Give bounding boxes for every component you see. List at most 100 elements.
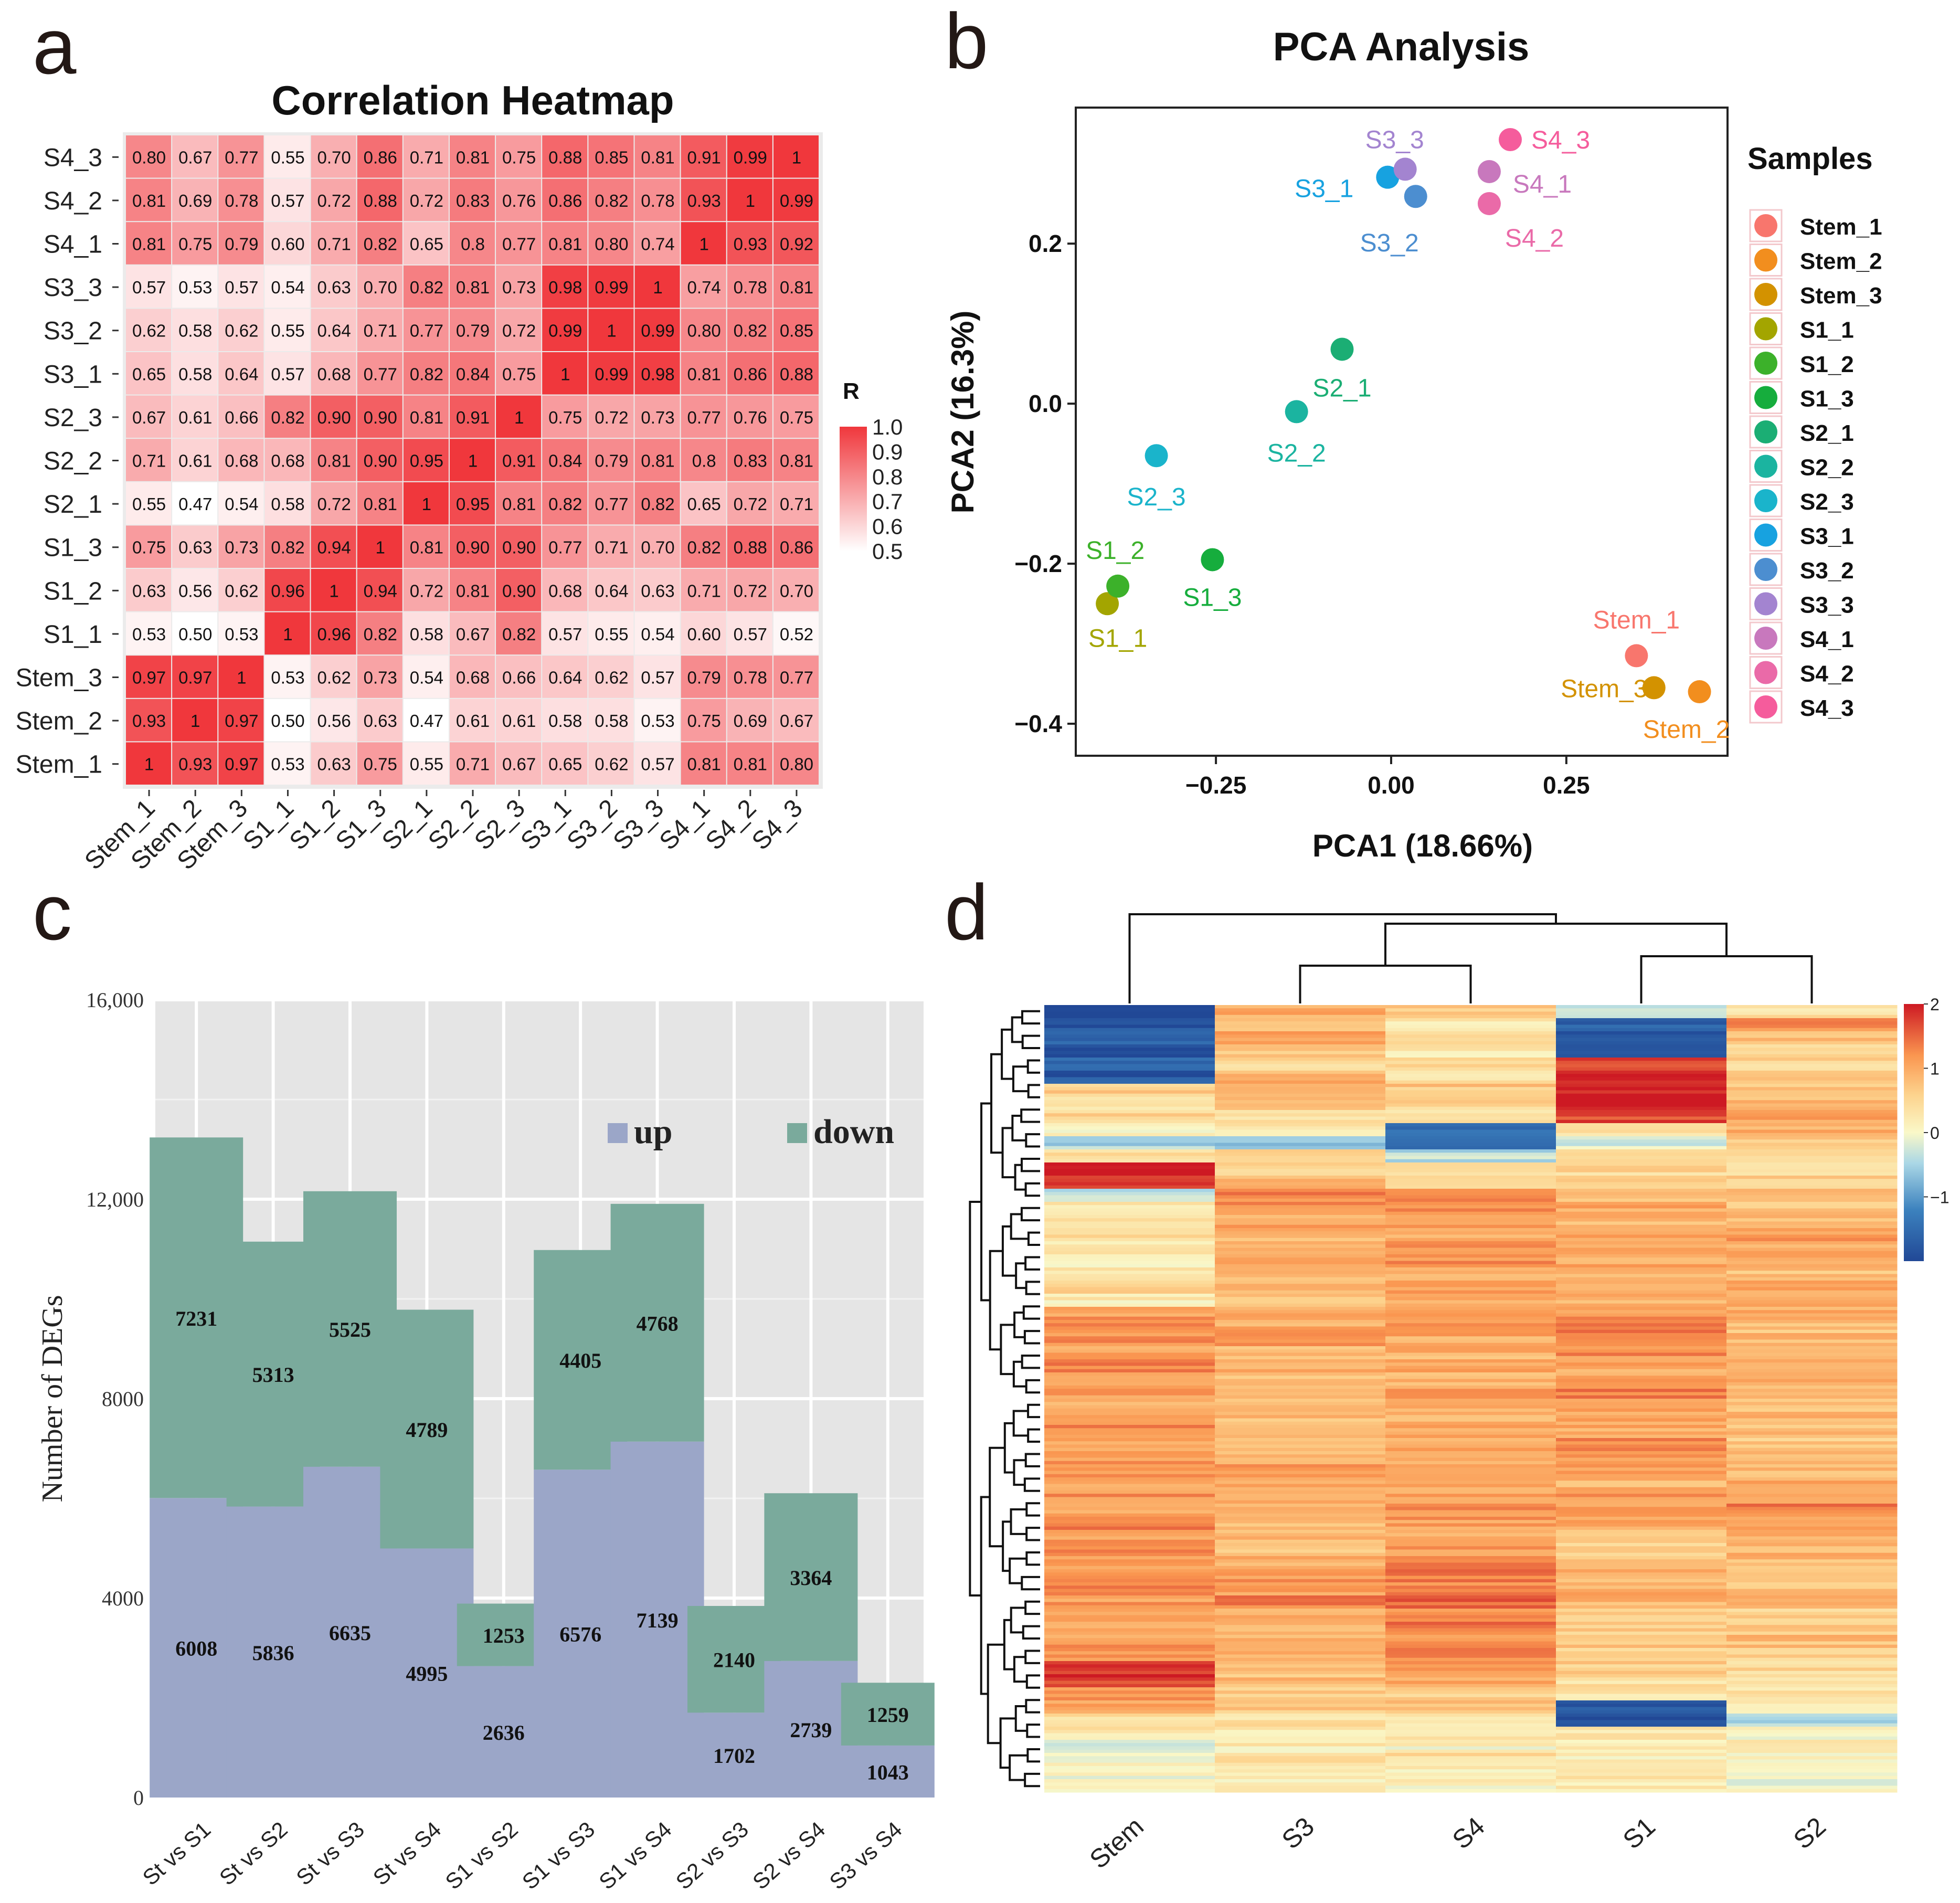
heatmap-d-stripe	[1215, 1182, 1386, 1186]
heatmap-d-stripe	[1044, 1339, 1215, 1344]
dendrogram-row-branch	[1020, 1157, 1040, 1172]
heatmap-a-cell	[218, 135, 264, 178]
heatmap-a-cell	[403, 569, 449, 611]
heatmap-d-stripe	[1385, 1775, 1556, 1780]
heatmap-d-stripe	[1385, 1543, 1556, 1547]
heatmap-d-stripe	[1385, 1195, 1556, 1199]
pca-point	[1477, 160, 1501, 183]
heatmap-a-cell	[126, 395, 172, 438]
heatmap-d-stripe	[1385, 1313, 1556, 1317]
heatmap-d-stripe	[1556, 1362, 1727, 1367]
heatmap-a-cell-value: 0.95	[456, 494, 490, 514]
heatmap-a-cell	[773, 482, 819, 525]
heatmap-d-stripe	[1556, 1228, 1727, 1232]
heatmap-d-stripe	[1215, 1310, 1386, 1314]
heatmap-d-stripe	[1556, 1625, 1727, 1629]
heatmap-a-cell-value: 0.82	[271, 538, 304, 557]
heatmap-d-stripe	[1215, 1641, 1386, 1645]
heatmap-d-stripe	[1044, 1277, 1215, 1281]
heatmap-d-stripe	[1215, 1513, 1386, 1517]
heatmap-d-stripe	[1726, 1058, 1898, 1061]
heatmap-d-stripe	[1215, 1700, 1386, 1704]
heatmap-a-cell-value: 0.86	[364, 147, 397, 167]
heatmap-a-cell-value: 0.72	[410, 191, 443, 210]
heatmap-d-stripe	[1215, 1494, 1386, 1498]
heatmap-a-cell-value: 0.75	[502, 147, 536, 167]
heatmap-d-stripe	[1385, 1467, 1556, 1472]
heatmap-a-cell	[403, 742, 449, 785]
heatmap-d-stripe	[1556, 1461, 1727, 1465]
heatmap-d-stripe	[1385, 1182, 1556, 1186]
bar-up-value-label: 1043	[867, 1760, 909, 1784]
heatmap-a-cell	[496, 265, 542, 308]
heatmap-d-stripe	[1044, 1772, 1215, 1777]
heatmap-d-stripe	[1044, 1024, 1215, 1029]
panel-label-a: a	[33, 2, 77, 90]
heatmap-d-stripe	[1556, 1386, 1727, 1389]
heatmap-d-stripe	[1726, 1412, 1898, 1415]
heatmap-d-stripe	[1385, 1238, 1556, 1242]
dendrogram-row-branch	[1021, 1010, 1040, 1025]
heatmap-a-cell	[542, 656, 588, 698]
heatmap-d-stripe	[1556, 1366, 1727, 1370]
pca-legend-swatch	[1754, 248, 1777, 272]
heatmap-d-stripe	[1215, 1116, 1386, 1120]
heatmap-d-stripe	[1044, 1185, 1215, 1189]
heatmap-a-cell	[727, 656, 772, 698]
heatmap-d-column-label: S3	[1276, 1812, 1320, 1855]
heatmap-d-stripe	[1726, 1526, 1898, 1530]
heatmap-d-stripe	[1556, 1444, 1727, 1449]
heatmap-a-cell-value: 0.61	[456, 711, 490, 731]
heatmap-d-stripe	[1556, 1789, 1727, 1793]
heatmap-a-cell-value: 0.82	[595, 191, 628, 210]
heatmap-d-stripe	[1385, 1418, 1556, 1422]
pca-legend-swatch	[1754, 695, 1777, 718]
heatmap-d-stripe	[1556, 1349, 1727, 1354]
heatmap-d-stripe	[1215, 1707, 1386, 1711]
heatmap-d-stripe	[1385, 1198, 1556, 1202]
heatmap-a-cell-value: 0.82	[687, 538, 721, 557]
heatmap-a-cell-value: 0.64	[317, 321, 351, 341]
heatmap-d-stripe	[1556, 1356, 1727, 1360]
heatmap-d-stripe	[1215, 1103, 1386, 1107]
dendrogram-row-branch	[987, 1643, 1004, 1745]
heatmap-d-stripe	[1215, 1736, 1386, 1740]
heatmap-a-cell	[727, 265, 772, 308]
heatmap-d-stripe	[1385, 1743, 1556, 1747]
heatmap-d-stripe	[1385, 1028, 1556, 1032]
heatmap-d-stripe	[1385, 1189, 1556, 1192]
pca-legend-title: Samples	[1747, 142, 1873, 176]
heatmap-a-cell-value: 0.63	[178, 538, 212, 557]
heatmap-d-stripe	[1044, 1609, 1215, 1612]
heatmap-d-stripe	[1726, 1481, 1898, 1485]
heatmap-a-cell	[264, 395, 310, 438]
bars-x-category-label: St vs S4	[368, 1817, 446, 1890]
heatmap-a-cell	[542, 265, 588, 308]
pca-legend-label: S4_3	[1800, 695, 1854, 721]
heatmap-d-stripe	[1385, 1228, 1556, 1232]
heatmap-a-cell	[634, 742, 680, 785]
pca-point	[1404, 185, 1427, 208]
heatmap-d-stripe	[1556, 1024, 1727, 1029]
heatmap-d-stripe	[1726, 1589, 1898, 1593]
heatmap-d-stripe	[1556, 1438, 1727, 1442]
heatmap-d-stripe	[1556, 1464, 1727, 1468]
heatmap-d-stripe	[1726, 1447, 1898, 1452]
heatmap-d-stripe	[1215, 1352, 1386, 1357]
heatmap-a-cell	[172, 222, 218, 265]
heatmap-a-cell-value: 0.83	[734, 451, 767, 471]
heatmap-a-cell-value: 0.98	[641, 364, 674, 384]
dendrogram-row-branch	[1011, 1016, 1023, 1043]
heatmap-d-stripe	[1044, 1372, 1215, 1376]
pca-legend-swatch	[1754, 661, 1777, 684]
heatmap-d-stripe	[1215, 1281, 1386, 1284]
heatmap-d-stripe	[1556, 1494, 1727, 1498]
heatmap-d-stripe	[1726, 1087, 1898, 1091]
heatmap-d-stripe	[1215, 1720, 1386, 1724]
heatmap-d-stripe	[1556, 1635, 1727, 1638]
heatmap-d-stripe	[1215, 1585, 1386, 1590]
heatmap-d-stripe	[1044, 1661, 1215, 1665]
heatmap-a-cell-value: 0.81	[502, 494, 536, 514]
heatmap-d-stripe	[1044, 1356, 1215, 1360]
